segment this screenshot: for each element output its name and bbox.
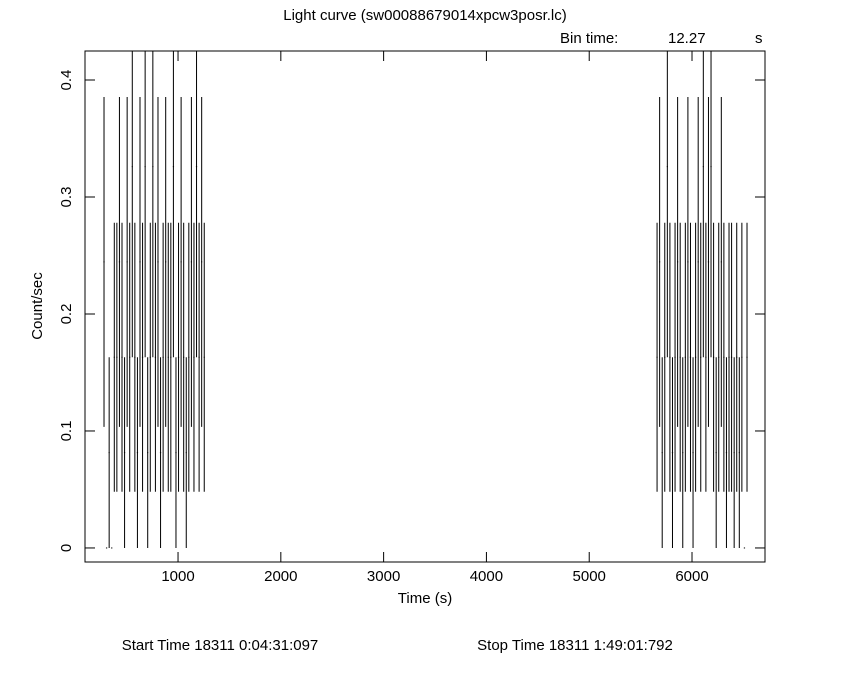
data-point (712, 222, 715, 492)
x-tick-label: 2000 (264, 568, 297, 585)
data-point (702, 51, 704, 358)
data-point (203, 222, 205, 492)
data-point (139, 96, 141, 427)
data-point (134, 222, 136, 492)
y-tick-label: 0.2 (58, 304, 75, 325)
x-tick-label: 5000 (573, 568, 606, 585)
y-axis-label: Count/sec (29, 272, 46, 340)
data-point (710, 51, 712, 358)
data-point (157, 96, 159, 427)
data-point (676, 96, 679, 427)
data-point (697, 96, 699, 427)
data-point (692, 357, 694, 548)
data-point (131, 51, 133, 358)
data-point (664, 222, 666, 492)
data-point (694, 222, 697, 492)
data-point (167, 222, 169, 492)
chart-title: Light curve (sw00088679014xpcw3posr.lc) (283, 7, 567, 24)
data-point (679, 222, 681, 492)
data-point (129, 222, 131, 492)
data-point (666, 51, 668, 358)
data-point (183, 222, 185, 492)
y-tick-label: 0.1 (58, 421, 75, 442)
data-point (185, 357, 187, 548)
data-point (684, 222, 686, 492)
data-point (674, 222, 676, 492)
data-point (669, 222, 671, 492)
data-point (730, 222, 733, 492)
data-point (689, 222, 692, 492)
data-point (659, 96, 661, 427)
start-time: Start Time 18311 0:04:31:097 (122, 637, 319, 654)
y-tick-label: 0.4 (58, 70, 75, 91)
data-point (147, 357, 149, 548)
data-point (718, 222, 720, 492)
x-axis-label: Time (s) (398, 590, 452, 607)
data-point (700, 222, 702, 492)
data-point (159, 357, 162, 548)
data-point (170, 222, 172, 492)
y-tick-label: 0.3 (58, 187, 75, 208)
data-point (136, 357, 139, 548)
data-point (725, 357, 728, 548)
data-point (193, 222, 195, 492)
data-point (121, 222, 123, 492)
data-point (123, 357, 126, 548)
data-point (175, 357, 177, 548)
data-point (720, 96, 722, 427)
x-tick-label: 4000 (470, 568, 503, 585)
data-point (746, 222, 748, 492)
data-point (152, 51, 154, 358)
data-point (154, 222, 157, 492)
data-point (190, 96, 193, 427)
data-point (736, 222, 738, 492)
data-point (149, 222, 151, 492)
data-point (108, 357, 110, 548)
data-point (165, 96, 167, 427)
bin-time-unit: s (755, 30, 763, 47)
data-point (116, 222, 118, 492)
x-tick-label: 6000 (675, 568, 708, 585)
data-point (126, 96, 128, 427)
data-point (733, 357, 735, 548)
data-point (661, 357, 663, 548)
bin-time-value: 12.27 (668, 30, 706, 47)
y-tick-label: 0 (58, 544, 75, 552)
data-point (113, 222, 115, 492)
plot-frame (84, 50, 766, 563)
x-tick-label: 1000 (161, 568, 194, 585)
data-point (201, 96, 203, 427)
x-tick-label: 3000 (367, 568, 400, 585)
data-point (687, 96, 689, 427)
data-point (741, 222, 743, 492)
data-point (172, 51, 175, 358)
data-point (707, 96, 710, 427)
data-point (728, 222, 730, 492)
data-point (656, 222, 658, 492)
data-point (671, 357, 674, 548)
data-point (177, 222, 180, 492)
data-point (738, 357, 740, 548)
data-point (103, 96, 105, 427)
data-point (188, 222, 190, 492)
data-point (705, 222, 707, 492)
data-point (162, 222, 164, 492)
bin-time-label: Bin time: (560, 30, 618, 47)
data-point (180, 96, 182, 427)
data-point (198, 222, 200, 492)
data-point (144, 51, 146, 358)
stop-time: Stop Time 18311 1:49:01:792 (477, 637, 673, 654)
data-point (715, 357, 717, 548)
data-point (141, 222, 144, 492)
data-point (118, 96, 121, 427)
data-point (682, 357, 684, 548)
data-point (195, 51, 198, 358)
plot-area (103, 51, 748, 549)
data-point (723, 222, 725, 492)
